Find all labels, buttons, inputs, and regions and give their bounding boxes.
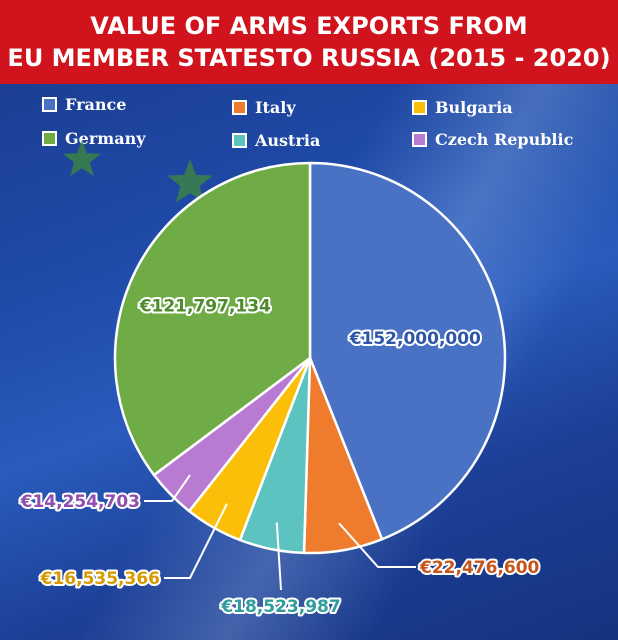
legend-label-czech-republic: Czech Republic (435, 130, 574, 149)
pie-slice-germany (113, 161, 312, 477)
legend-item-austria: Austria (232, 131, 320, 150)
legend-swatch-italy (232, 100, 247, 115)
slice-label-czech-republic: €14,254,703 (20, 492, 140, 512)
legend-label-bulgaria: Bulgaria (435, 98, 513, 117)
slice-label-italy: €22,476,600 (419, 558, 540, 578)
legend-swatch-bulgaria (412, 100, 427, 115)
legend-item-czech-republic: Czech Republic (412, 130, 573, 149)
legend-item-bulgaria: Bulgaria (412, 98, 513, 117)
pie-slice-france (308, 161, 507, 541)
leader-line-czech-republic (144, 474, 191, 502)
legend-label-germany: Germany (65, 129, 146, 148)
legend-label-france: France (65, 95, 127, 114)
eu-stars-group (63, 140, 213, 203)
legend-item-germany: Germany (42, 129, 146, 148)
legend-label-austria: Austria (255, 131, 321, 150)
slice-labels: €152,000,000 €22,476,600 €18,523,987 €16,53… (18, 295, 542, 619)
slice-label-bulgaria: €16,535,366 (40, 569, 160, 589)
legend-item-italy: Italy (232, 98, 296, 117)
eu-star-icon (63, 140, 101, 177)
leader-lines (144, 474, 416, 591)
slice-label-france: €152,000,000 (349, 329, 481, 349)
legend-swatch-austria (232, 133, 247, 148)
legend-label-italy: Italy (255, 98, 296, 117)
legend-item-france: France (42, 95, 126, 114)
pie-slices (113, 161, 507, 555)
leader-line-bulgaria (164, 503, 228, 579)
slice-label-germany: €121,797,134 (139, 297, 271, 317)
slice-label-austria: €18,523,987 (220, 597, 340, 617)
eu-star-icon (167, 159, 213, 203)
legend-swatch-germany (42, 131, 57, 146)
title-line-2: EU MEMBER STATESTO RUSSIA (2015 - 2020) (7, 44, 611, 72)
title-banner: VALUE OF ARMS EXPORTS FROM EU MEMBER STA… (0, 0, 618, 84)
leader-line-italy (338, 522, 416, 568)
legend-swatch-france (42, 97, 57, 112)
title-line-1: VALUE OF ARMS EXPORTS FROM (90, 12, 528, 40)
leader-line-austria (275, 522, 282, 591)
legend-swatch-czech-republic (412, 132, 427, 147)
